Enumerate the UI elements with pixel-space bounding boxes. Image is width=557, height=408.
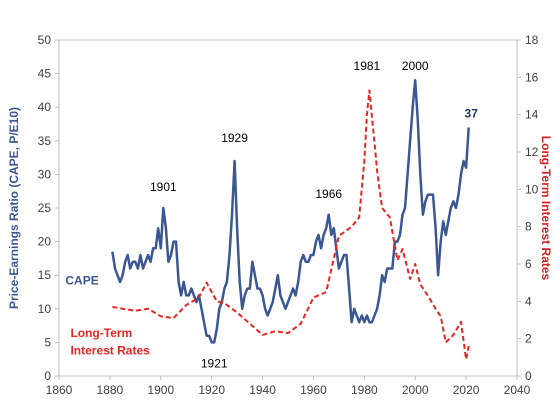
right-tick-label: 0: [525, 369, 532, 383]
left-tick-label: 20: [38, 235, 52, 249]
right-tick-label: 2: [525, 332, 532, 346]
x-tick-label: 1880: [97, 383, 124, 397]
annotation-label: 2000: [402, 59, 429, 73]
series-line-rates: [112, 89, 470, 361]
left-tick-label: 15: [38, 268, 52, 282]
right-tick-label: 10: [525, 182, 539, 196]
x-tick-label: 1960: [300, 383, 327, 397]
left-tick-label: 10: [38, 302, 52, 316]
x-tick-label: 1860: [46, 383, 73, 397]
x-tick-label: 2000: [402, 383, 429, 397]
left-tick-label: 25: [38, 201, 52, 215]
x-tick-label: 1900: [147, 383, 174, 397]
x-axis-ticks: 1860 1880 1900 1920 1940 1960 1980 2000 2020 2040: [46, 376, 531, 397]
left-tick-label: 5: [44, 335, 51, 349]
annotation-label: 1966: [315, 187, 342, 201]
rates-series-label-line1: Long-Term: [70, 326, 132, 340]
left-tick-label: 30: [38, 167, 52, 181]
left-tick-label: 35: [38, 134, 52, 148]
right-tick-label: 16: [525, 70, 539, 84]
left-tick-label: 45: [38, 67, 52, 81]
series-line-cape: [111, 79, 470, 344]
annotation-label: 1981: [354, 59, 381, 73]
right-tick-label: 14: [525, 108, 539, 122]
annotation-label: 37: [465, 106, 479, 120]
left-tick-label: 50: [38, 33, 52, 47]
right-tick-label: 12: [525, 145, 539, 159]
annotations: 1901 1929 1921 1966 1981 2000 37: [150, 59, 478, 370]
left-axis-ticks: 0 5 10 15 20 25 30 35 40 45 50: [38, 33, 59, 383]
left-axis-title: Price-Earnings Ratio (CAPE, P/E10): [7, 107, 21, 309]
x-tick-label: 1980: [351, 383, 378, 397]
left-tick-label: 0: [44, 369, 51, 383]
x-tick-label: 1940: [249, 383, 276, 397]
x-tick-label: 2020: [453, 383, 480, 397]
annotation-label: 1921: [201, 356, 228, 370]
cape-series-label: CAPE: [65, 274, 98, 288]
series-layer: [111, 79, 470, 361]
right-tick-label: 18: [525, 33, 539, 47]
x-tick-label: 1920: [198, 383, 225, 397]
rates-series-label-line2: Interest Rates: [70, 343, 150, 357]
right-axis-ticks: 0 2 4 6 8 10 12 14 16 18: [517, 33, 539, 383]
right-tick-label: 6: [525, 257, 532, 271]
annotation-label: 1901: [150, 180, 177, 194]
series-labels: CAPE Long-Term Interest Rates: [65, 274, 150, 358]
right-tick-label: 4: [525, 294, 532, 308]
x-tick-label: 2040: [504, 383, 531, 397]
right-tick-label: 8: [525, 220, 532, 234]
right-axis-title: Long-Term Interest Rates: [539, 136, 553, 281]
annotation-label: 1929: [221, 131, 248, 145]
left-tick-label: 40: [38, 100, 52, 114]
